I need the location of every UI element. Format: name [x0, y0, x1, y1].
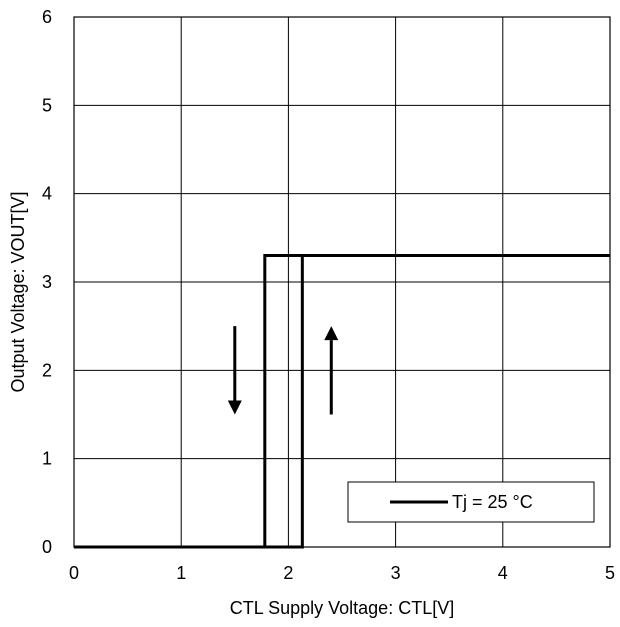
x-tick-label: 5 [605, 563, 615, 583]
y-tick-label: 2 [42, 360, 52, 380]
legend-box [347, 481, 595, 523]
arrow-head [324, 326, 339, 341]
series-layer [74, 254, 610, 549]
grid [73, 16, 611, 548]
x-axis-title: CTL Supply Voltage: CTL[V] [230, 598, 454, 618]
x-tick-labels: 0 1 2 3 4 5 [69, 563, 615, 583]
y-tick-label: 5 [42, 95, 52, 115]
y-tick-label: 6 [42, 7, 52, 27]
y-tick-label: 1 [42, 449, 52, 469]
y-axis-title: Output Voltage: VOUT[V] [8, 191, 28, 392]
x-tick-label: 2 [283, 563, 293, 583]
arrow-head [227, 400, 242, 415]
arrow-down [227, 326, 242, 415]
series-line-falling [74, 254, 610, 549]
x-tick-label: 0 [69, 563, 79, 583]
x-tick-label: 1 [176, 563, 186, 583]
y-tick-labels: 0 1 2 3 4 5 6 [42, 7, 52, 557]
x-tick-label: 3 [391, 563, 401, 583]
arrow-up [324, 326, 339, 415]
arrows-layer [227, 326, 339, 415]
y-tick-label: 4 [42, 184, 52, 204]
plot-frame [73, 16, 611, 548]
plot-border [73, 16, 611, 548]
y-tick-label: 0 [42, 537, 52, 557]
legend: Tj = 25 °C [347, 481, 595, 523]
legend-label: Tj = 25 °C [452, 492, 533, 512]
x-tick-label: 4 [498, 563, 508, 583]
y-tick-label: 3 [42, 272, 52, 292]
